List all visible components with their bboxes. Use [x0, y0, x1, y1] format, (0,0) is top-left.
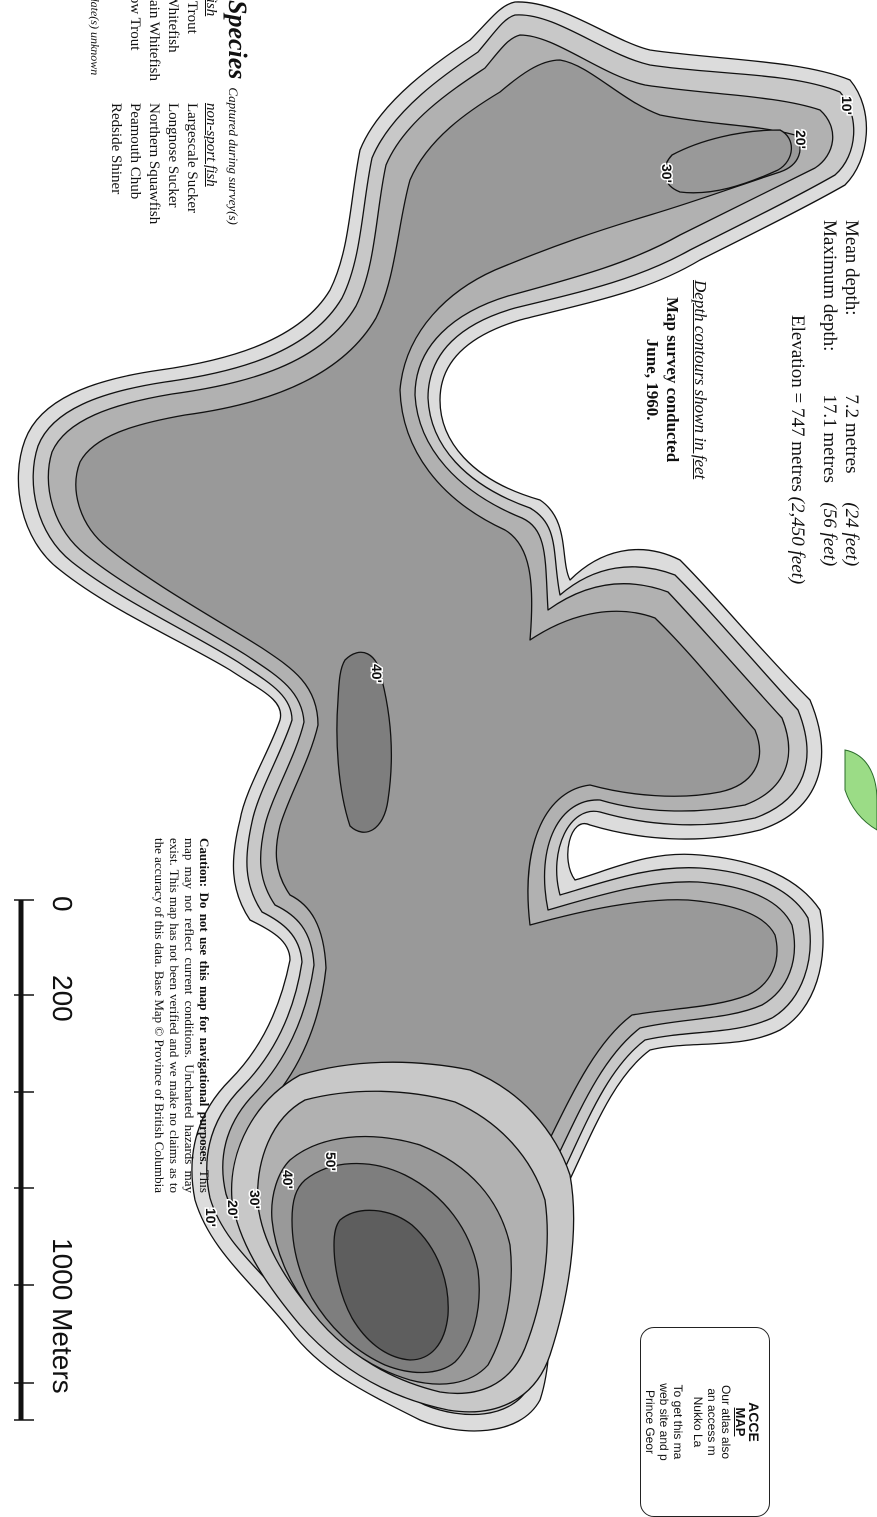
sport-fish-item: Mountain Whitefish	[146, 0, 162, 81]
sport-fish-header: sport fish	[201, 0, 220, 81]
mean-depth-label: Mean depth:	[841, 220, 862, 316]
caution-panel: Caution: Do not use this map for navigat…	[152, 838, 212, 1193]
sport-fish-column: sport fish Brook Trout Lake Whitefish Mo…	[106, 0, 220, 81]
contour-30ft-north-arm	[663, 129, 793, 194]
mean-depth-metric: 7.2 metres	[841, 394, 862, 474]
access-box-line: Prince Geor	[643, 1389, 657, 1455]
access-box-text-a: Our atlas also an access m Nukko La	[691, 1338, 733, 1506]
mean-depth-imperial: (24 feet)	[841, 502, 862, 567]
label-south-40: 40'	[280, 1170, 296, 1189]
south-basin	[230, 1061, 575, 1413]
south-contour-50ft	[333, 1209, 449, 1361]
sport-fish-item: Lake Whitefish	[165, 0, 181, 53]
contours-note: Depth contours shown in feet	[691, 280, 710, 480]
label-north-20: 20'	[793, 130, 809, 149]
scale-label-0: 0	[47, 896, 78, 912]
survey-line-1: Map survey conducted	[663, 296, 682, 463]
max-depth-label: Maximum depth:	[819, 220, 840, 352]
access-box-title: ACCE	[746, 1402, 762, 1442]
nonsport-fish-item: Peamouth Chub	[127, 102, 143, 200]
survey-date-note: Survey date(s) unknown	[88, 0, 102, 76]
access-box-line: series	[640, 1405, 643, 1438]
scale-bar	[14, 899, 34, 1421]
species-subtitle: Captured during survey(s)	[226, 87, 241, 225]
elevation-imperial: (2,450 feet)	[787, 496, 808, 585]
boat-launch-marker	[844, 749, 877, 831]
label-north-30: 30'	[659, 164, 675, 183]
depth-stats-panel: Mean depth: 7.2 metres (24 feet) Maximum…	[786, 220, 862, 584]
access-box-line: Our atlas also	[719, 1384, 733, 1460]
access-box-text-b: To get this ma web site and p Prince Geo…	[640, 1338, 685, 1506]
nonsport-fish-item: Largescale Sucker	[184, 102, 200, 214]
lake-depth-map: 10' 20' 30' 40' 50' 40' 30' 20' 10'	[14, 1, 877, 1432]
access-box-line: web site and p	[657, 1383, 671, 1461]
label-central-40: 40'	[369, 664, 385, 683]
main-lake-body	[17, 1, 867, 1432]
max-depth-metric: 17.1 metres	[819, 394, 840, 483]
access-box-subtitle: MAP	[733, 1407, 748, 1437]
nonsport-fish-item: Redside Shiner	[108, 102, 124, 195]
label-south-30: 30'	[247, 1190, 263, 1209]
scale-label-200: 200	[47, 975, 78, 1022]
label-north-10: 10'	[839, 96, 855, 115]
nonsport-fish-item: Northern Squawfish	[146, 102, 162, 225]
elevation-line: Elevation = 747 metres (2,450 feet)	[786, 315, 808, 584]
contour-labels: 10' 20' 30' 40' 50' 40' 30' 20' 10'	[202, 95, 857, 1229]
species-title: Species	[223, 0, 252, 80]
survey-line-2: June, 1960.	[643, 338, 662, 421]
access-box-line: an access m	[705, 1388, 719, 1456]
caution-credit: Base Map © Province of British Columbia	[152, 970, 167, 1194]
elevation-metric: Elevation = 747 metres	[787, 315, 808, 492]
caution-lead: Caution: Do not use this map for navigat…	[197, 838, 212, 1165]
label-south-20: 20'	[225, 1200, 241, 1219]
scale-label-1000: 1000 Meters	[47, 1238, 78, 1394]
max-depth-imperial: (56 feet)	[819, 502, 840, 567]
sport-fish-item: Rainbow Trout	[127, 0, 143, 51]
sport-fish-item: Brook Trout	[182, 0, 201, 81]
label-south-50: 50'	[323, 1152, 339, 1171]
contour-30ft	[75, 59, 801, 1378]
nonsport-fish-item: Longnose Sucker	[165, 102, 181, 208]
nonsport-fish-header: non-sport fish	[203, 102, 219, 187]
survey-panel: Depth contours shown in feet Map survey …	[642, 280, 710, 479]
species-panel: Species Captured during survey(s) sport …	[87, 0, 252, 225]
access-map-box: ACCE MAP Our atlas also an access m Nukk…	[640, 1327, 770, 1517]
access-box-line: Nukko La	[691, 1396, 705, 1448]
nonsport-fish-column: non-sport fish Largescale Sucker Longnos…	[106, 103, 220, 224]
contour-40ft-central	[336, 651, 392, 833]
label-south-10: 10'	[203, 1208, 219, 1227]
access-box-line: To get this ma	[671, 1384, 685, 1460]
